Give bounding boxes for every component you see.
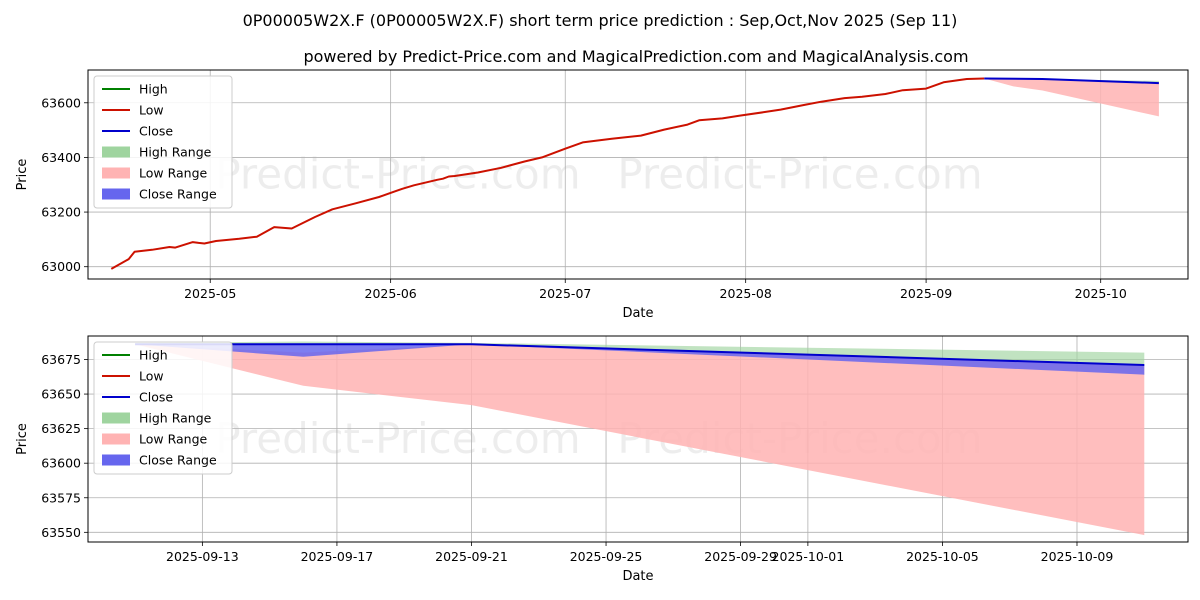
chart-title: 0P00005W2X.F (0P00005W2X.F) short term p… — [243, 11, 958, 30]
y-tick-label: 63650 — [41, 387, 81, 402]
chart-subtitle: powered by Predict-Price.com and Magical… — [303, 47, 968, 66]
close-series-line — [984, 77, 1159, 85]
legend-label: Low — [139, 103, 164, 118]
x-tick-label: 2025-08 — [720, 286, 772, 301]
x-tick-label: 2025-10 — [1075, 286, 1127, 301]
y-tick-label: 63200 — [41, 205, 81, 220]
legend-label: High — [139, 82, 168, 97]
prediction-detail-panel: Predict-Price.comPredict-Price.com2025-0… — [15, 335, 1189, 584]
legend-swatch-close-range — [102, 188, 130, 200]
legend-label: Close — [139, 124, 173, 139]
x-tick-label: 2025-09-21 — [435, 549, 508, 564]
legend-label: Close Range — [139, 453, 217, 468]
x-tick-label: 2025-10-05 — [906, 549, 979, 564]
y-tick-label: 63550 — [41, 525, 81, 540]
legend-swatch-close-range — [102, 454, 130, 466]
x-tick-label: 2025-05 — [184, 286, 236, 301]
x-tick-label: 2025-10-09 — [1041, 549, 1114, 564]
x-axis-label: Date — [622, 569, 653, 584]
y-axis-label: Price — [15, 159, 30, 191]
y-axis-label: Price — [15, 423, 30, 455]
y-tick-label: 63600 — [41, 95, 81, 110]
y-tick-label: 63600 — [41, 456, 81, 471]
legend-label: Close — [139, 390, 173, 405]
legend-swatch-low-range — [102, 167, 130, 179]
legend-label: Low Range — [139, 166, 208, 181]
low-series-line — [110, 77, 985, 270]
low-range-band — [135, 344, 1145, 536]
y-tick-label: 63400 — [41, 150, 81, 165]
close-series-line — [135, 343, 1145, 366]
legend: High Low Close High Range Low Range Close Ran… — [93, 341, 233, 475]
x-tick-label: 2025-09-25 — [570, 549, 643, 564]
legend-swatch-high-range — [102, 146, 130, 158]
legend-label: Close Range — [139, 187, 217, 202]
y-tick-label: 63675 — [41, 352, 81, 367]
x-tick-label: 2025-09-17 — [301, 549, 374, 564]
watermark-text: Predict-Price.com — [215, 414, 580, 463]
legend-swatch-low-range — [102, 433, 130, 445]
legend-label: Low — [139, 369, 164, 384]
x-tick-label: 2025-10-01 — [772, 549, 845, 564]
legend-swatch-high-range — [102, 412, 130, 424]
x-tick-label: 2025-09 — [900, 286, 952, 301]
plot-frame — [87, 69, 1189, 280]
x-axis-label: Date — [622, 306, 653, 321]
legend-label: Low Range — [139, 432, 208, 447]
y-tick-label: 63575 — [41, 490, 81, 505]
low-range-band — [984, 78, 1159, 117]
x-tick-label: 2025-09-29 — [704, 549, 777, 564]
price-history-panel: Predict-Price.com Predict-Price.com2025-0… — [15, 69, 1189, 321]
plot-area — [88, 70, 1188, 279]
legend-label: High Range — [139, 411, 212, 426]
x-tick-label: 2025-09-13 — [166, 549, 239, 564]
legend: High Low Close High Range Low Range Close Ran… — [93, 75, 233, 209]
y-tick-label: 63625 — [41, 421, 81, 436]
watermark-text: Predict-Price.com — [617, 150, 982, 199]
y-tick-label: 63000 — [41, 259, 81, 274]
legend-label: High Range — [139, 145, 212, 160]
plot-frame — [87, 335, 1189, 543]
legend-label: High — [139, 348, 168, 363]
x-tick-label: 2025-07 — [539, 286, 591, 301]
x-tick-label: 2025-06 — [365, 286, 417, 301]
